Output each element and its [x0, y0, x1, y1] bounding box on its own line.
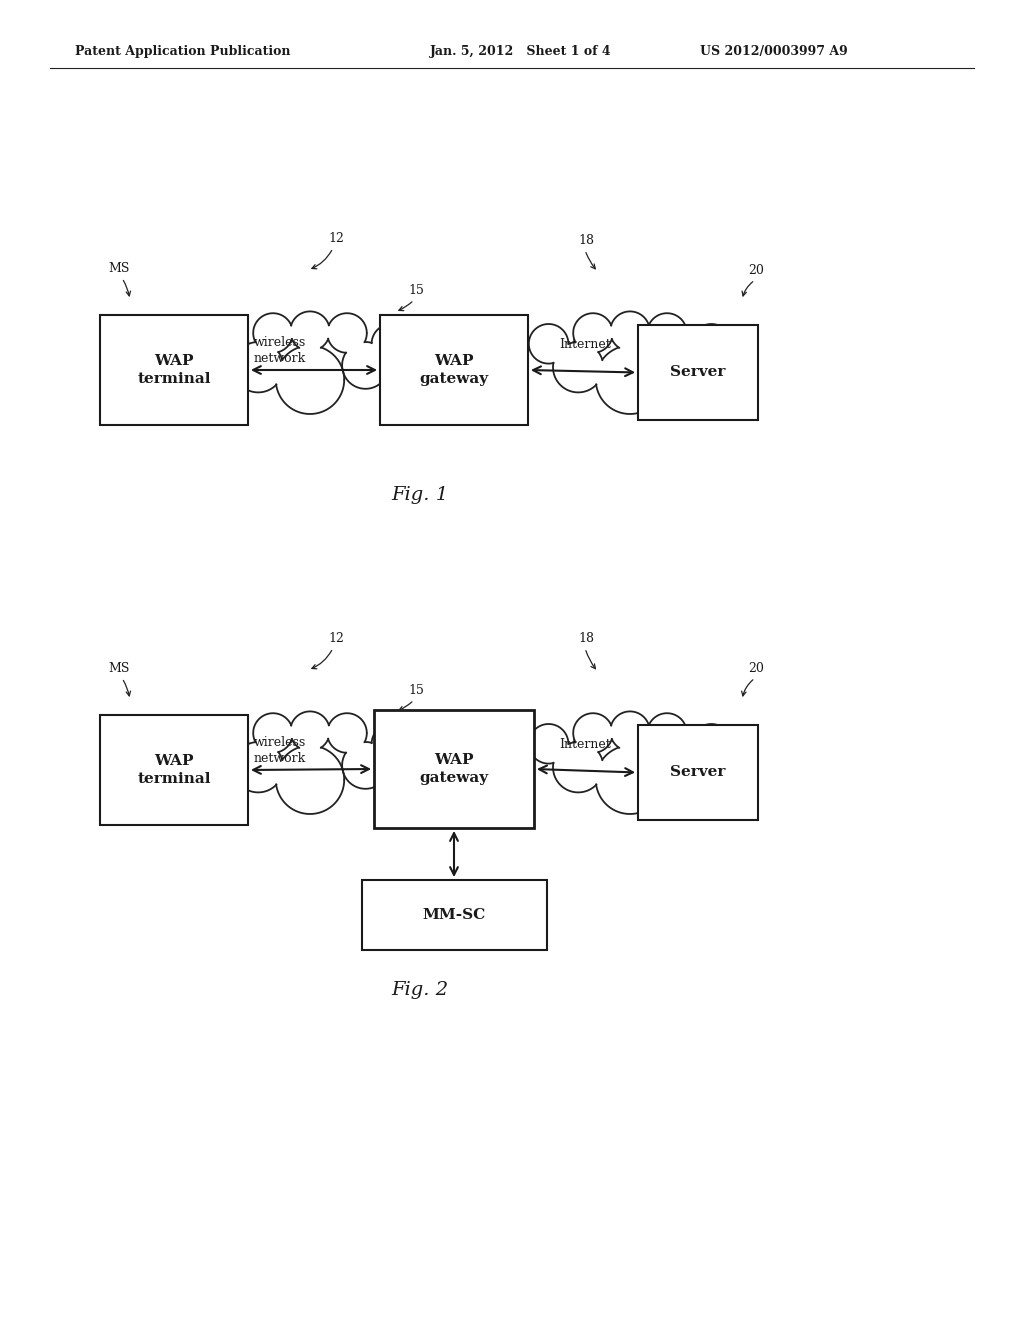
Text: Internet: Internet [559, 738, 611, 751]
Ellipse shape [691, 323, 731, 363]
Text: WAP
gateway: WAP gateway [420, 354, 488, 387]
Bar [100, 715, 248, 825]
Ellipse shape [663, 742, 709, 789]
Bar [100, 315, 248, 425]
Bar [361, 880, 547, 950]
Ellipse shape [233, 342, 284, 392]
Text: Patent Application Publication: Patent Application Publication [75, 45, 291, 58]
Bar [374, 710, 534, 828]
Text: Fig. 2: Fig. 2 [391, 981, 449, 999]
Bar [638, 325, 758, 420]
Ellipse shape [342, 742, 389, 789]
Ellipse shape [372, 323, 412, 363]
Text: 12: 12 [328, 231, 344, 244]
Ellipse shape [328, 713, 367, 752]
Ellipse shape [372, 723, 412, 763]
Text: US 2012/0003997 A9: US 2012/0003997 A9 [700, 45, 848, 58]
Text: Jan. 5, 2012   Sheet 1 of 4: Jan. 5, 2012 Sheet 1 of 4 [430, 45, 611, 58]
Text: WAP
gateway: WAP gateway [420, 752, 488, 785]
Text: 18: 18 [578, 631, 594, 644]
Ellipse shape [290, 711, 330, 751]
Ellipse shape [596, 746, 665, 814]
Ellipse shape [573, 713, 612, 752]
Ellipse shape [528, 723, 568, 763]
Ellipse shape [663, 342, 709, 389]
Bar [380, 315, 528, 425]
Ellipse shape [647, 713, 687, 752]
Text: WAP
terminal: WAP terminal [137, 754, 211, 787]
Ellipse shape [233, 742, 284, 792]
Ellipse shape [596, 346, 665, 414]
Text: Internet: Internet [559, 338, 611, 351]
Ellipse shape [610, 312, 650, 351]
Text: 15: 15 [408, 284, 424, 297]
Text: 20: 20 [748, 661, 764, 675]
Text: 15: 15 [408, 684, 424, 697]
Ellipse shape [253, 713, 293, 752]
Text: 18: 18 [578, 234, 594, 247]
Ellipse shape [610, 711, 650, 751]
Ellipse shape [528, 323, 568, 363]
Text: 20: 20 [748, 264, 764, 276]
Ellipse shape [275, 346, 344, 414]
Ellipse shape [253, 313, 293, 352]
Bar [638, 725, 758, 820]
Text: Server: Server [671, 766, 726, 780]
Ellipse shape [328, 313, 367, 352]
Text: MS: MS [108, 661, 129, 675]
Ellipse shape [647, 313, 687, 352]
Text: Fig. 1: Fig. 1 [391, 486, 449, 504]
Ellipse shape [553, 342, 603, 392]
Text: MM-SC: MM-SC [422, 908, 485, 921]
Text: Server: Server [671, 366, 726, 380]
Ellipse shape [290, 312, 330, 351]
Ellipse shape [209, 723, 249, 763]
Ellipse shape [342, 342, 389, 389]
Text: 12: 12 [328, 631, 344, 644]
Ellipse shape [209, 323, 249, 363]
Ellipse shape [553, 742, 603, 792]
Text: WAP
terminal: WAP terminal [137, 354, 211, 387]
Text: MS: MS [108, 261, 129, 275]
Text: wireless
network: wireless network [254, 735, 306, 764]
Ellipse shape [275, 746, 344, 814]
Ellipse shape [691, 723, 731, 763]
Text: wireless
network: wireless network [254, 335, 306, 364]
Ellipse shape [573, 313, 612, 352]
